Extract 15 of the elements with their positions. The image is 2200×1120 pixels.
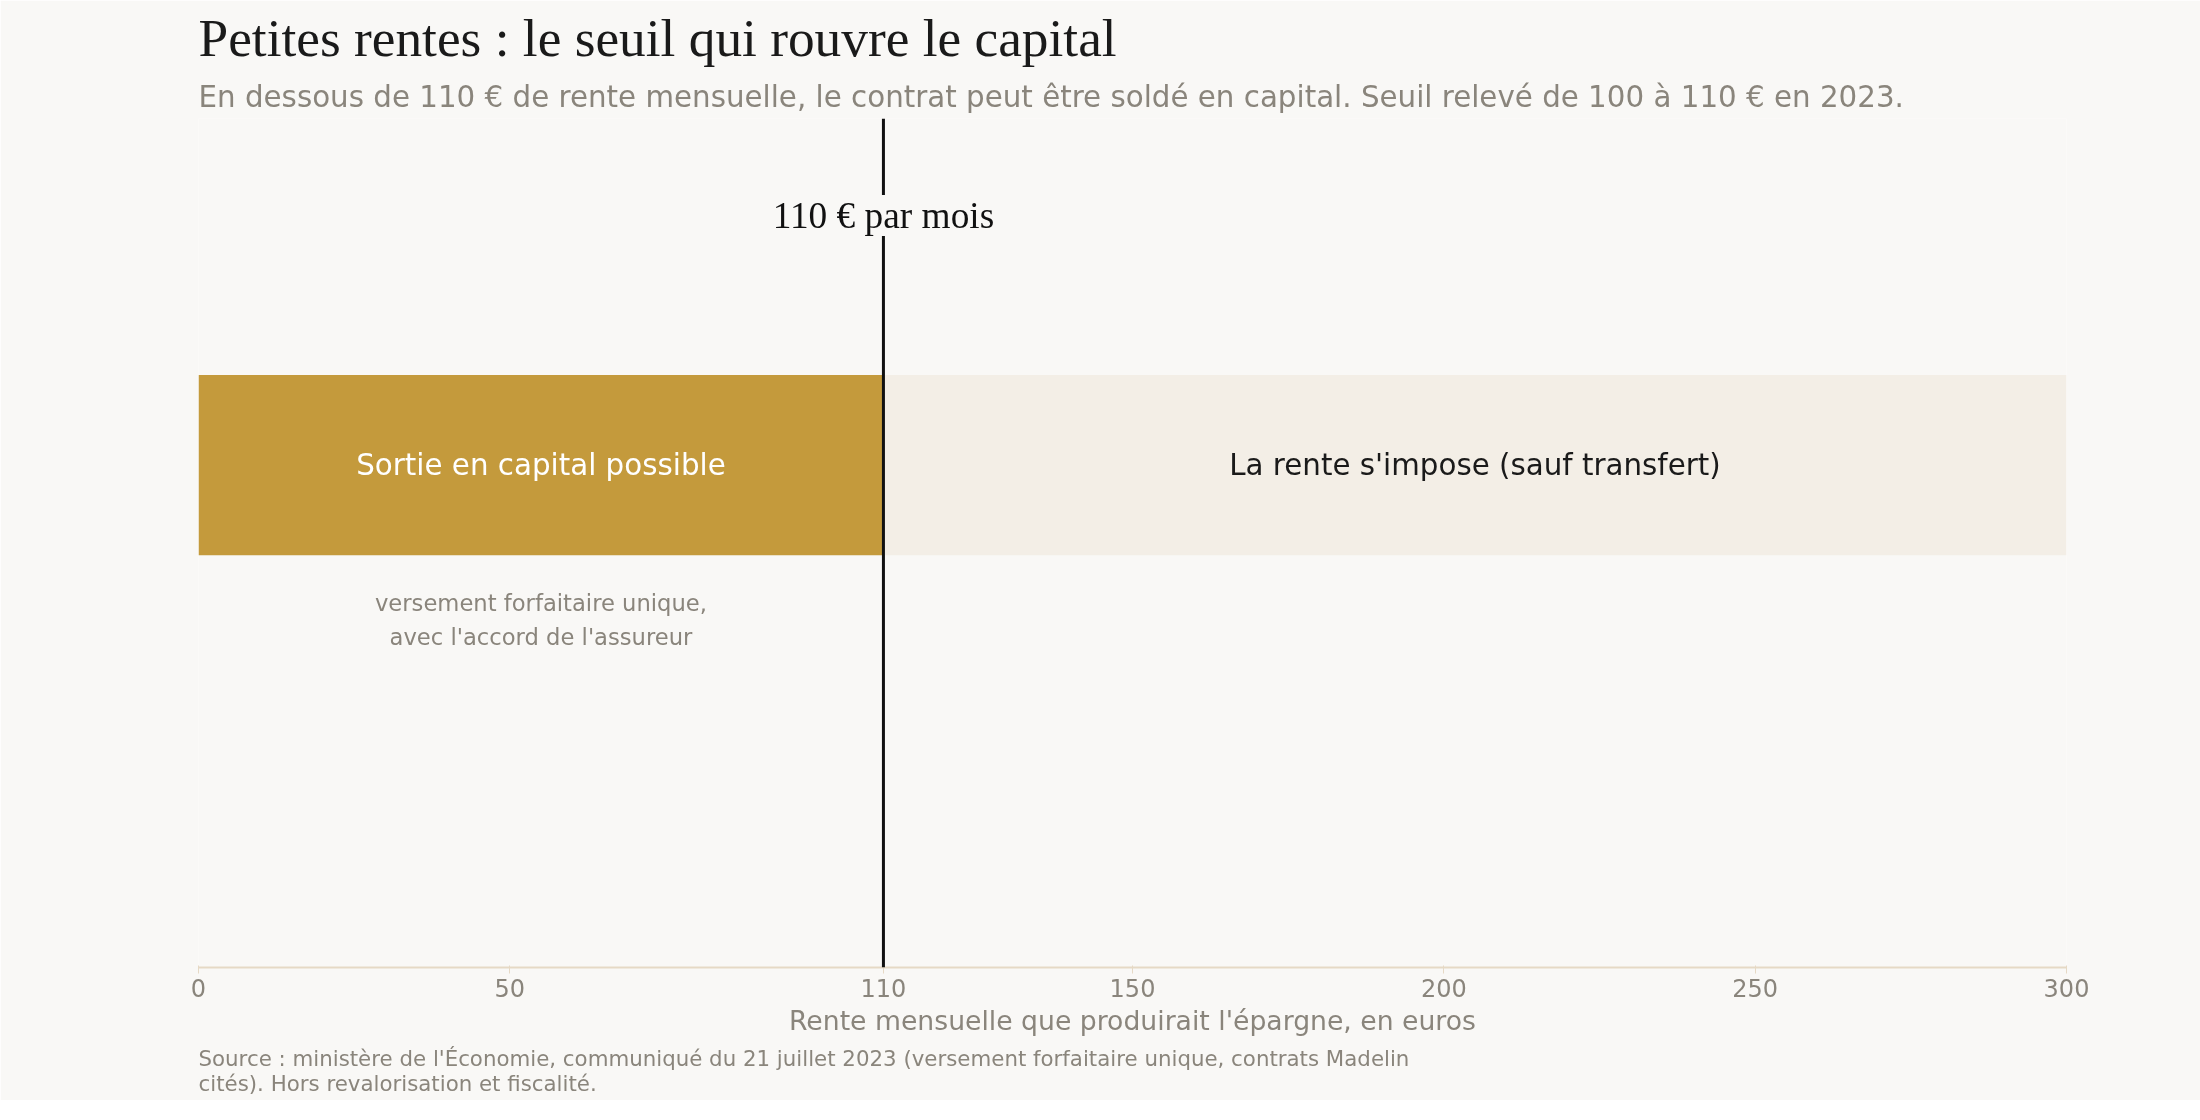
x-tick-label: 110 [860, 974, 907, 1003]
data-label: La rente s'impose (sauf transfert) [1229, 448, 1721, 483]
x-tick-label: 50 [494, 974, 526, 1003]
chart-title: Petites rentes : le seuil qui rouvre le capital [198, 7, 1117, 68]
x-tick-label: 250 [1732, 974, 1779, 1003]
x-tick-label: 200 [1420, 974, 1467, 1003]
ref-line-label: 110 € par mois [772, 195, 995, 237]
x-axis-title: Rente mensuelle que produirait l'épargne, en euros [789, 1004, 1476, 1036]
x-tick-label: 300 [2043, 974, 2090, 1003]
chart-subtitle: En dessous de 110 € de rente mensuelle, le contrat peut être soldé en capital. Seuil relevé de 100 à 110 € en 2023. [198, 79, 1904, 114]
annotation: versement forfaitaire unique, avec l'accord de l'assureur [374, 589, 708, 650]
source-note: Source : ministère de l'Économie, communiqué du 21 juillet 2023 (versement forfaitaire unique, contrats Madelin cités). Hors revalorisation et fiscalité. [198, 1045, 1410, 1096]
data-label: Sortie en capital possible [356, 448, 726, 483]
x-tick-label: 0 [190, 974, 207, 1003]
x-tick-label: 150 [1109, 974, 1156, 1003]
